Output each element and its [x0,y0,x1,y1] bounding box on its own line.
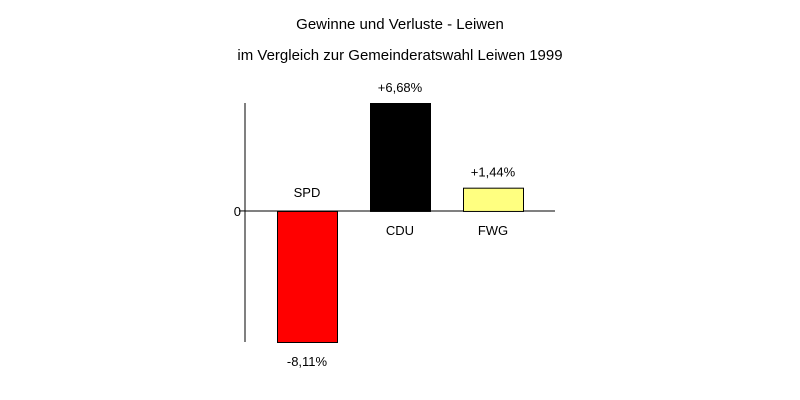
value-label-fwg: +1,44% [471,165,516,180]
bar-fwg [463,187,524,212]
category-label-fwg: FWG [478,223,508,238]
bar-cdu [370,103,431,212]
category-label-cdu: CDU [386,223,414,238]
y-tick-label: 0 [234,204,241,219]
value-label-spd: -8,11% [287,354,328,369]
bar-spd [277,210,338,343]
category-label-spd: SPD [294,185,321,200]
chart-title: Gewinne und Verluste - Leiwen [296,16,504,33]
value-label-cdu: +6,68% [378,80,423,95]
chart-subtitle: im Vergleich zur Gemeinderatswahl Leiwen… [237,47,563,64]
